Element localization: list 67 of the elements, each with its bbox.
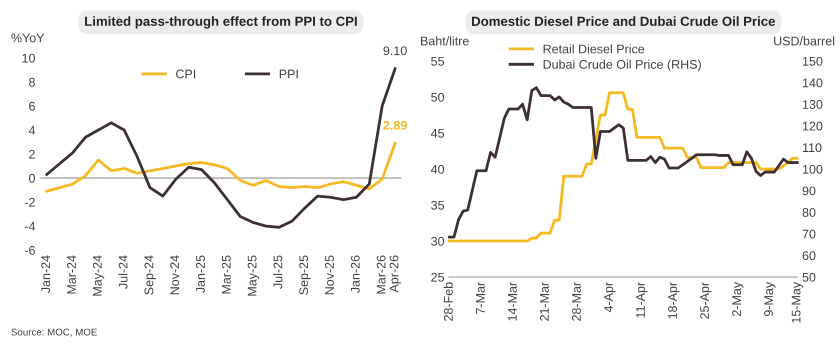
y-tick-label: 40 bbox=[430, 164, 444, 174]
y-axis-title: %YoY bbox=[11, 34, 44, 42]
data-label: 9.10 bbox=[383, 46, 407, 56]
x-tick-label: 4-Apr bbox=[604, 282, 616, 312]
x-tick-label: 9-May bbox=[764, 282, 776, 316]
y2-tick-label: 120 bbox=[802, 122, 822, 131]
y-tick-label: 6 bbox=[29, 102, 35, 111]
x-tick-label: Jan-25 bbox=[196, 256, 205, 294]
legend-label: CPI bbox=[176, 70, 196, 78]
x-tick-label: Sep-25 bbox=[299, 256, 311, 295]
y-tick-label: 55 bbox=[431, 56, 444, 66]
x-tick-label: 14-Mar bbox=[508, 282, 517, 321]
y-tick-label: 30 bbox=[431, 236, 444, 246]
source-note: Source: MOC, MOE bbox=[11, 328, 97, 337]
x-tick-label: May-25 bbox=[248, 256, 259, 296]
y-tick-label: -2 bbox=[24, 198, 35, 207]
y-axis-title: Baht/litre bbox=[421, 36, 469, 46]
y-tick-label: 8 bbox=[29, 78, 35, 87]
x-tick-label: Jul-25 bbox=[273, 256, 282, 289]
x-tick-label: 21-Mar bbox=[540, 282, 549, 321]
y-tick-label: 35 bbox=[431, 200, 444, 210]
x-tick-label: 2-May bbox=[732, 282, 744, 316]
x-tick-label: Nov-24 bbox=[170, 255, 180, 294]
x-tick-label: Mar-24 bbox=[67, 255, 76, 294]
x-tick-label: Mar-26 bbox=[376, 256, 386, 294]
y2-tick-label: 110 bbox=[802, 143, 822, 152]
y2-tick-label: 100 bbox=[802, 164, 822, 174]
y-tick-label: 25 bbox=[431, 272, 444, 282]
data-label: 2.89 bbox=[383, 120, 407, 130]
y-tick-label: -4 bbox=[24, 222, 36, 231]
y2-axis-title: USD/barrel bbox=[774, 36, 834, 46]
x-tick-label: Jul-24 bbox=[118, 255, 128, 289]
x-tick-label: 28-Mar bbox=[572, 282, 581, 321]
legend-label: Retail Diesel Price bbox=[544, 44, 644, 54]
x-tick-label: Mar-25 bbox=[222, 256, 231, 294]
y2-tick-label: 60 bbox=[802, 251, 816, 260]
y-tick-label: 50 bbox=[431, 92, 444, 102]
x-tick-label: 7-Mar bbox=[476, 282, 485, 314]
x-tick-label: 15-May bbox=[792, 282, 803, 323]
x-tick-label: May-24 bbox=[92, 255, 104, 296]
legend-label: Dubai Crude Oil Price (RHS) bbox=[544, 60, 701, 72]
y-tick-label: 0 bbox=[28, 174, 35, 183]
y2-tick-label: 150 bbox=[802, 56, 822, 66]
y-tick-label: 4 bbox=[28, 126, 36, 135]
y-tick-label: 10 bbox=[22, 54, 35, 63]
y2-tick-label: 130 bbox=[802, 100, 822, 109]
y2-tick-label: 70 bbox=[802, 230, 816, 238]
x-tick-label: Jan-26 bbox=[350, 256, 360, 294]
x-tick-label: Nov-25 bbox=[325, 256, 334, 294]
x-tick-label: 25-Apr bbox=[700, 282, 712, 319]
x-tick-label: Apr-26 bbox=[390, 256, 401, 292]
y-tick-label: -6 bbox=[24, 246, 35, 255]
line-series bbox=[45, 142, 396, 193]
y2-tick-label: 50 bbox=[802, 272, 816, 282]
chart-title: Domestic Diesel Price and Dubai Crude Oil Price bbox=[472, 16, 775, 26]
y2-tick-label: 90 bbox=[802, 186, 816, 196]
y-tick-label: 45 bbox=[430, 128, 444, 138]
y2-tick-label: 80 bbox=[802, 208, 816, 217]
x-tick-label: 11-Apr bbox=[636, 282, 648, 318]
x-tick-label: 18-Apr bbox=[668, 282, 680, 318]
y-tick-label: 2 bbox=[29, 150, 35, 159]
x-tick-label: 28-Feb bbox=[444, 282, 453, 321]
x-tick-label: Jan-24 bbox=[41, 255, 50, 294]
chart-title: Limited pass-through effect from PPI to CPI bbox=[85, 16, 357, 29]
legend-label: PPI bbox=[280, 70, 298, 78]
x-tick-label: Sep-24 bbox=[144, 255, 156, 295]
y2-tick-label: 140 bbox=[802, 78, 822, 88]
